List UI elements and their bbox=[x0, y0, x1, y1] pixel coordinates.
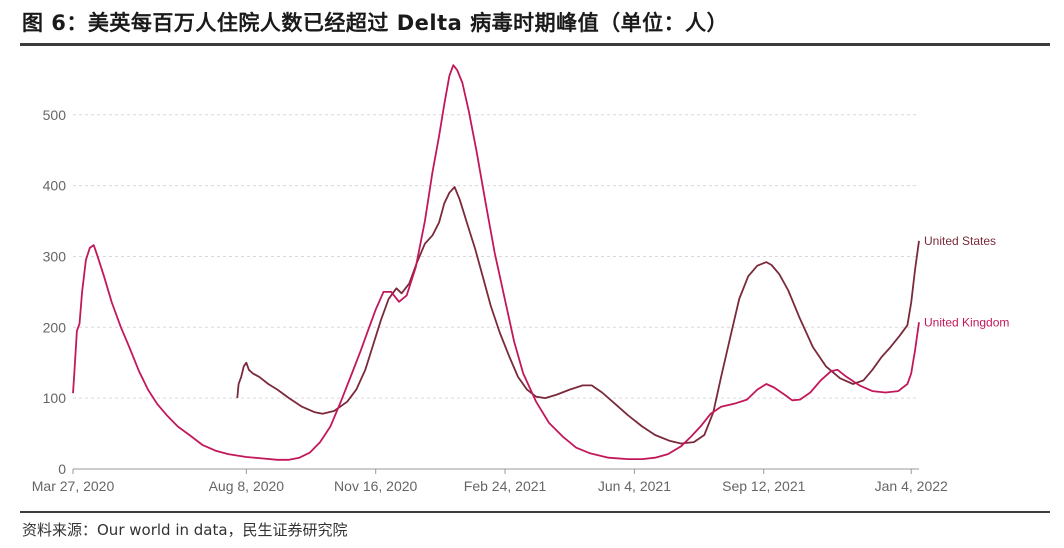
x-tick-label: Feb 24, 2021 bbox=[464, 478, 547, 494]
x-tick-label: Aug 8, 2020 bbox=[209, 478, 285, 494]
x-tick-label: Jun 4, 2021 bbox=[598, 478, 671, 494]
series-labels: United States United Kingdom bbox=[924, 234, 1009, 329]
y-tick-label: 200 bbox=[43, 319, 67, 335]
page-title: 图 6：美英每百万人住院人数已经超过 Delta 病毒时期峰值（单位：人） bbox=[22, 11, 729, 35]
bottom-divider bbox=[20, 511, 1050, 513]
series-lines bbox=[72, 64, 920, 461]
x-tick-label: Jan 4, 2022 bbox=[875, 478, 948, 494]
x-tick-label: Sep 12, 2021 bbox=[722, 478, 806, 494]
y-tick-label: 400 bbox=[43, 178, 67, 194]
y-tick-label: 100 bbox=[43, 390, 67, 406]
x-tick-label: Mar 27, 2020 bbox=[32, 478, 115, 494]
y-tick-label: 500 bbox=[43, 107, 67, 123]
axes: 0 100 200 300 400 500 Mar 27, 2020 Aug 8, 2020 N… bbox=[32, 107, 948, 494]
series-label-united-states: United States bbox=[924, 234, 996, 248]
series-line-united-states bbox=[236, 186, 920, 445]
x-tick-label: Nov 16, 2020 bbox=[334, 478, 417, 494]
source-note: 资料来源：Our world in data，民生证券研究院 bbox=[22, 521, 348, 539]
y-tick-label: 300 bbox=[43, 248, 67, 264]
series-line-united-kingdom bbox=[72, 64, 920, 461]
series-label-united-kingdom: United Kingdom bbox=[924, 315, 1009, 329]
y-tick-label: 0 bbox=[58, 461, 66, 477]
title-divider bbox=[20, 43, 1050, 46]
